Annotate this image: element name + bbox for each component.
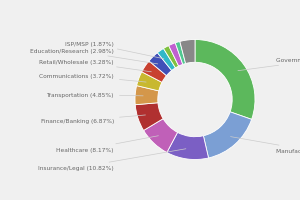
Wedge shape (135, 86, 159, 105)
Wedge shape (158, 49, 175, 71)
Wedge shape (169, 44, 183, 67)
Text: Communications (3.72%): Communications (3.72%) (39, 74, 146, 83)
Wedge shape (142, 62, 167, 83)
Wedge shape (149, 53, 172, 76)
Text: Transportation (4.85%): Transportation (4.85%) (46, 92, 143, 97)
Text: Government/Military (28.84%): Government/Military (28.84%) (238, 58, 300, 71)
Text: Manufacturing (15.20%): Manufacturing (15.20%) (231, 137, 300, 154)
Wedge shape (164, 46, 179, 69)
Wedge shape (167, 133, 208, 160)
Wedge shape (203, 112, 252, 158)
Text: ISP/MSP (1.87%): ISP/MSP (1.87%) (65, 41, 164, 59)
Text: Retail/Wholesale (3.28%): Retail/Wholesale (3.28%) (39, 59, 151, 72)
Text: Healthcare (8.17%): Healthcare (8.17%) (56, 136, 158, 152)
Wedge shape (136, 72, 162, 91)
Wedge shape (135, 103, 163, 131)
Wedge shape (195, 40, 255, 120)
Wedge shape (144, 119, 178, 153)
Text: Education/Research (2.98%): Education/Research (2.98%) (30, 48, 158, 65)
Text: Insurance/Legal (10.82%): Insurance/Legal (10.82%) (38, 149, 186, 171)
Wedge shape (175, 42, 186, 65)
Text: Finance/Banking (6.87%): Finance/Banking (6.87%) (40, 115, 146, 124)
Wedge shape (180, 40, 195, 64)
